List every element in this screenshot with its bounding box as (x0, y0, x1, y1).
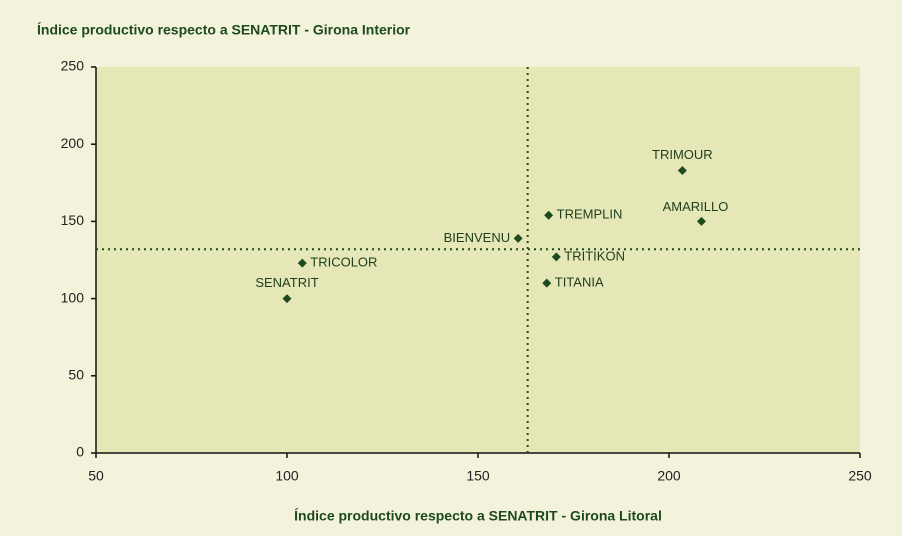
point-label: SENATRIT (255, 275, 318, 290)
y-tick-label: 100 (61, 289, 85, 305)
point (297, 258, 307, 268)
point (677, 165, 687, 175)
y-tick-label: 250 (61, 58, 85, 74)
plot-area (96, 67, 860, 453)
x-tick-label: 200 (657, 468, 681, 484)
chart-title: Índice productivo respecto a SENATRIT - … (37, 22, 411, 38)
point (282, 294, 292, 304)
point-label: TRITIKON (564, 248, 625, 263)
x-tick-label: 100 (275, 468, 299, 484)
x-tick-label: 50 (88, 468, 104, 484)
y-tick-label: 0 (76, 444, 84, 460)
point (542, 278, 552, 288)
point (551, 252, 561, 262)
y-tick-label: 50 (68, 367, 84, 383)
point-label: BIENVENU (444, 230, 510, 245)
y-tick-label: 150 (61, 212, 85, 228)
x-tick-label: 250 (848, 468, 872, 484)
y-tick-label: 200 (61, 135, 85, 151)
point-label: TRIMOUR (652, 147, 713, 162)
point-label: TITANIA (555, 275, 604, 290)
point (513, 233, 523, 243)
point (544, 210, 554, 220)
point-label: TRICOLOR (310, 255, 377, 270)
point-label: TREMPLIN (557, 207, 623, 222)
point-label: AMARILLO (663, 199, 729, 214)
x-axis-label: Índice productivo respecto a SENATRIT - … (294, 508, 662, 524)
x-tick-label: 150 (466, 468, 490, 484)
point (696, 216, 706, 226)
